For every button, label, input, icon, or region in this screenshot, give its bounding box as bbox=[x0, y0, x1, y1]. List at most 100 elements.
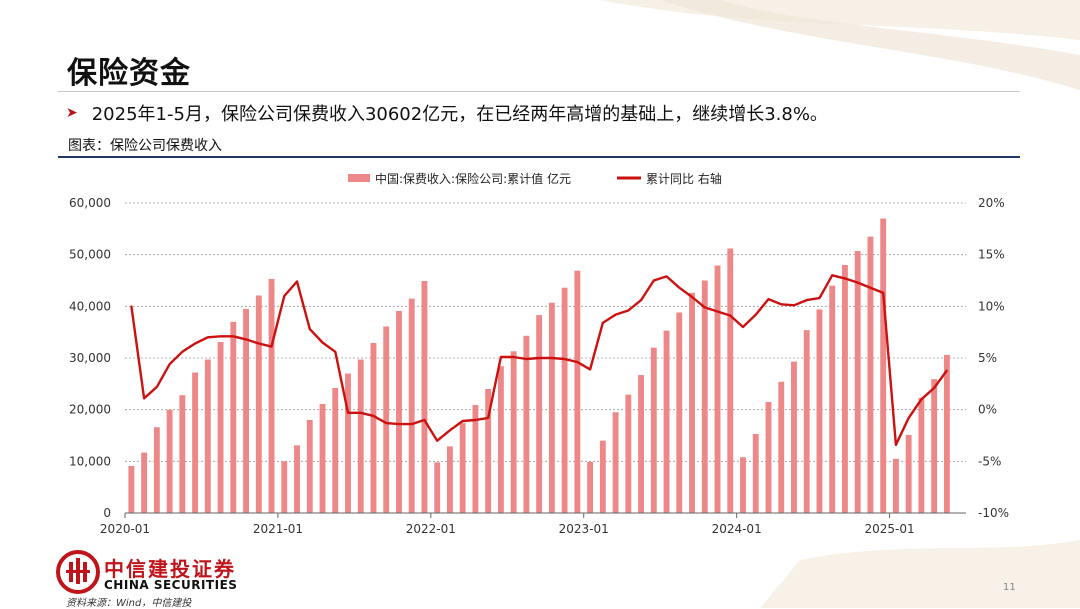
x-tick-label: 2024-01 bbox=[712, 522, 762, 536]
y-left-tick-label: 60,000 bbox=[69, 196, 111, 210]
line-point bbox=[206, 336, 209, 339]
y-left-tick-label: 40,000 bbox=[69, 299, 111, 313]
line-point bbox=[334, 350, 337, 353]
line-point bbox=[232, 335, 235, 338]
bar bbox=[778, 381, 785, 513]
bar bbox=[128, 465, 135, 513]
line-point bbox=[754, 313, 757, 316]
line-point bbox=[245, 338, 247, 341]
premium-income-chart: 0 10,000 20,000 30,000 40,000 50,000 60,000 -10… bbox=[69, 171, 1009, 536]
logo-text-en: CHINA SECURITIES bbox=[104, 578, 238, 592]
bar bbox=[230, 321, 237, 513]
grid-lines bbox=[125, 202, 966, 462]
page-number: 11 bbox=[1003, 582, 1016, 593]
line-point bbox=[130, 305, 133, 308]
bar bbox=[319, 403, 326, 513]
bar bbox=[676, 312, 683, 513]
line-point bbox=[576, 361, 579, 364]
china-securities-logo-icon bbox=[56, 550, 100, 594]
line-point bbox=[270, 345, 273, 348]
title-divider bbox=[58, 91, 1020, 92]
bar bbox=[650, 347, 657, 513]
line-point bbox=[423, 419, 426, 421]
x-tick-label: 2021-01 bbox=[253, 522, 303, 536]
bar bbox=[345, 373, 351, 513]
line-point bbox=[219, 335, 222, 338]
line-point bbox=[703, 306, 706, 309]
line-point bbox=[449, 429, 451, 432]
line-point bbox=[793, 304, 795, 307]
bar bbox=[561, 287, 568, 513]
line-point bbox=[945, 369, 948, 372]
line-point bbox=[181, 350, 184, 353]
y-left-tick-label: 30,000 bbox=[69, 351, 111, 365]
y-right-tick-label: 5% bbox=[978, 351, 997, 365]
line-point bbox=[716, 310, 719, 313]
summary-bullet: ➤ 2025年1-5月，保险公司保费收入30602亿元，在已经两年高增的基础上，… bbox=[66, 100, 828, 126]
y-left-tick-label: 50,000 bbox=[69, 248, 111, 262]
bar bbox=[612, 412, 619, 513]
line-point bbox=[283, 295, 286, 297]
line-point bbox=[729, 314, 732, 317]
y-right-tick-label: 10% bbox=[978, 299, 1005, 313]
axes: 0 10,000 20,000 30,000 40,000 50,000 60,000 -10… bbox=[69, 196, 1009, 536]
line-point bbox=[308, 328, 311, 330]
line-point bbox=[155, 386, 158, 388]
y-left-tick-label: 0 bbox=[103, 506, 111, 520]
bar bbox=[255, 295, 262, 513]
bar bbox=[791, 361, 797, 513]
bar bbox=[854, 251, 861, 514]
x-tick-label: 2025-01 bbox=[864, 522, 914, 536]
line-point bbox=[665, 275, 668, 278]
line-point bbox=[525, 358, 528, 360]
bar bbox=[281, 461, 288, 513]
line-point bbox=[550, 357, 553, 359]
legend: 中国:保费收入:保险公司:累计值 亿元 累计同比 右轴 bbox=[348, 171, 722, 186]
line-point bbox=[474, 419, 477, 421]
bar bbox=[867, 236, 874, 514]
bar bbox=[204, 359, 211, 513]
line-point bbox=[461, 420, 464, 422]
bar bbox=[599, 440, 606, 513]
bar bbox=[714, 265, 721, 513]
line-point bbox=[257, 342, 260, 345]
bar bbox=[548, 302, 555, 513]
x-tick-label: 2020-01 bbox=[100, 522, 150, 536]
y-right-tick-label: 0% bbox=[978, 403, 997, 417]
line-point bbox=[767, 298, 770, 300]
bar bbox=[306, 420, 313, 513]
bar bbox=[816, 309, 823, 513]
line-point bbox=[869, 286, 872, 289]
bar bbox=[536, 315, 543, 513]
line-point bbox=[398, 423, 400, 426]
y-right-tick-label: 15% bbox=[978, 248, 1005, 262]
line-point bbox=[359, 411, 362, 414]
figure-label: 图表：保险公司保费收入 bbox=[68, 138, 222, 154]
bar bbox=[905, 434, 912, 513]
line-point bbox=[500, 356, 502, 358]
line-point bbox=[856, 281, 859, 284]
y-left-tick-label: 20,000 bbox=[69, 403, 111, 417]
line-point bbox=[487, 417, 490, 419]
bar bbox=[447, 446, 453, 513]
bar bbox=[472, 405, 479, 513]
x-tick-label: 2023-01 bbox=[559, 522, 609, 536]
bar bbox=[752, 433, 759, 513]
bar-series bbox=[128, 218, 950, 514]
bar bbox=[268, 278, 275, 513]
bar bbox=[485, 389, 492, 513]
bar bbox=[510, 351, 517, 513]
line-point bbox=[589, 368, 591, 371]
bar bbox=[842, 265, 848, 513]
bullet-arrow-icon: ➤ bbox=[66, 105, 78, 121]
bar bbox=[918, 397, 925, 513]
logo-text-cn: 中信建投证券 bbox=[104, 557, 236, 581]
bar bbox=[803, 330, 810, 513]
bar bbox=[383, 326, 390, 513]
bar bbox=[459, 423, 466, 513]
figure-divider bbox=[58, 156, 1020, 158]
bar bbox=[587, 461, 594, 513]
bar bbox=[892, 458, 899, 513]
bar bbox=[625, 394, 632, 513]
bar bbox=[153, 427, 160, 513]
